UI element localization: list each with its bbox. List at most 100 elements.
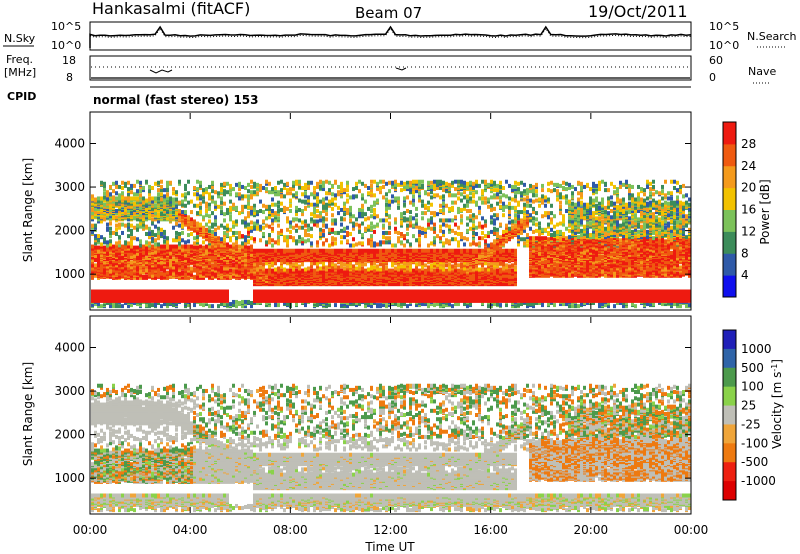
- heatmap-cell: [151, 217, 154, 221]
- heatmap-cell: [163, 239, 166, 243]
- heatmap-cell: [130, 289, 133, 293]
- heatmap-cell: [148, 227, 151, 231]
- power-heatmap: [91, 180, 691, 308]
- heatmap-cell: [115, 289, 118, 293]
- heatmap-cell: [127, 181, 130, 185]
- heatmap-cell: [100, 304, 103, 308]
- heatmap-cell: [103, 195, 106, 199]
- heatmap-cell: [166, 289, 169, 293]
- freq-label-2: [MHz]: [4, 66, 36, 79]
- heatmap-cell: [103, 289, 106, 293]
- heatmap-cell: [109, 231, 112, 235]
- heatmap-cell: [157, 231, 160, 235]
- heatmap-cell: [106, 240, 109, 244]
- heatmap-cell: [118, 240, 121, 244]
- heatmap-cell: [145, 240, 148, 244]
- heatmap-cell: [139, 289, 142, 293]
- heatmap-cell: [157, 227, 160, 231]
- heatmap-cell: [157, 188, 160, 192]
- heatmap-cell: [154, 238, 157, 242]
- heatmap-cell: [133, 246, 136, 250]
- heatmap-cell: [148, 185, 151, 189]
- freq-tick-low: 8: [66, 71, 73, 84]
- heatmap-cell: [136, 180, 139, 184]
- heatmap-cell: [91, 194, 94, 198]
- heatmap-cell: [151, 303, 154, 307]
- heatmap-cell: [106, 289, 109, 293]
- heatmap-cell: [136, 224, 139, 228]
- heatmap-cell: [130, 260, 133, 264]
- heatmap-cell: [142, 186, 145, 190]
- heatmap-cell: [145, 256, 148, 260]
- cpid-label: CPID: [7, 90, 36, 103]
- heatmap-cell: [121, 181, 124, 185]
- heatmap-cell: [133, 289, 136, 293]
- heatmap-cell: [112, 195, 115, 199]
- heatmap-cell: [163, 235, 166, 239]
- heatmap-cell: [130, 184, 133, 188]
- heatmap-cell: [94, 198, 97, 202]
- heatmap-cell: [154, 182, 157, 186]
- heatmap-cell: [151, 289, 154, 293]
- heatmap-cell: [127, 223, 130, 227]
- heatmap-cell: [172, 257, 175, 261]
- heatmap-cell: [169, 181, 172, 185]
- heatmap-cell: [154, 289, 157, 293]
- heatmap-cell: [115, 196, 118, 200]
- heatmap-cell: [154, 204, 157, 208]
- heatmap-cell: [142, 245, 145, 249]
- station-title: Hankasalmi (fitACF): [92, 0, 250, 18]
- heatmap-cell: [160, 289, 163, 293]
- heatmap-cell: [148, 196, 151, 200]
- heatmap-cell: [109, 185, 112, 189]
- heatmap-cell: [157, 242, 160, 246]
- heatmap-cell: [157, 196, 160, 200]
- heatmap-cell: [142, 196, 145, 200]
- heatmap-cell: [124, 224, 127, 228]
- heatmap-cell: [139, 193, 142, 197]
- heatmap-cell: [112, 231, 115, 235]
- heatmap-cell: [121, 191, 124, 195]
- heatmap-cell: [163, 194, 166, 198]
- heatmap-cell: [148, 241, 151, 245]
- heatmap-cell: [154, 233, 157, 237]
- heatmap-cell: [109, 239, 112, 243]
- heatmap-cell: [154, 242, 157, 246]
- heatmap-cell: [136, 196, 139, 200]
- heatmap-cell: [157, 181, 160, 185]
- heatmap-cell: [133, 196, 136, 200]
- heatmap-cell: [136, 246, 139, 250]
- heatmap-cell: [115, 191, 118, 195]
- heatmap-cell: [121, 304, 124, 308]
- heatmap-cell: [121, 186, 124, 190]
- heatmap-cell: [94, 263, 97, 267]
- noise-tick-low: 10^0: [51, 39, 81, 52]
- heatmap-cell: [133, 236, 136, 240]
- heatmap-cell: [97, 234, 100, 238]
- heatmap-cell: [121, 231, 124, 235]
- heatmap-cell: [142, 289, 145, 293]
- heatmap-cell: [172, 289, 175, 293]
- heatmap-cell: [115, 228, 118, 232]
- heatmap-cell: [103, 203, 106, 207]
- heatmap-cell: [121, 245, 124, 249]
- heatmap-cell: [139, 239, 142, 243]
- heatmap-cell: [121, 223, 124, 227]
- heatmap-cell: [169, 196, 172, 200]
- heatmap-cell: [157, 192, 160, 196]
- heatmap-cell: [169, 245, 172, 249]
- heatmap-cell: [133, 192, 136, 196]
- heatmap-cell: [130, 229, 133, 233]
- beam-title: Beam 07: [355, 4, 422, 22]
- heatmap-cell: [103, 182, 106, 186]
- heatmap-cell: [166, 181, 169, 185]
- heatmap-cell: [172, 198, 175, 202]
- nave-tick-low: 0: [709, 71, 716, 84]
- heatmap-cell: [91, 245, 94, 249]
- heatmap-cell: [91, 224, 94, 228]
- noise-sky-line: [90, 27, 691, 48]
- heatmap-cell: [118, 289, 121, 293]
- heatmap-cell: [151, 196, 154, 200]
- heatmap-cell: [139, 189, 142, 193]
- date-title: 19/Oct/2011: [588, 2, 688, 21]
